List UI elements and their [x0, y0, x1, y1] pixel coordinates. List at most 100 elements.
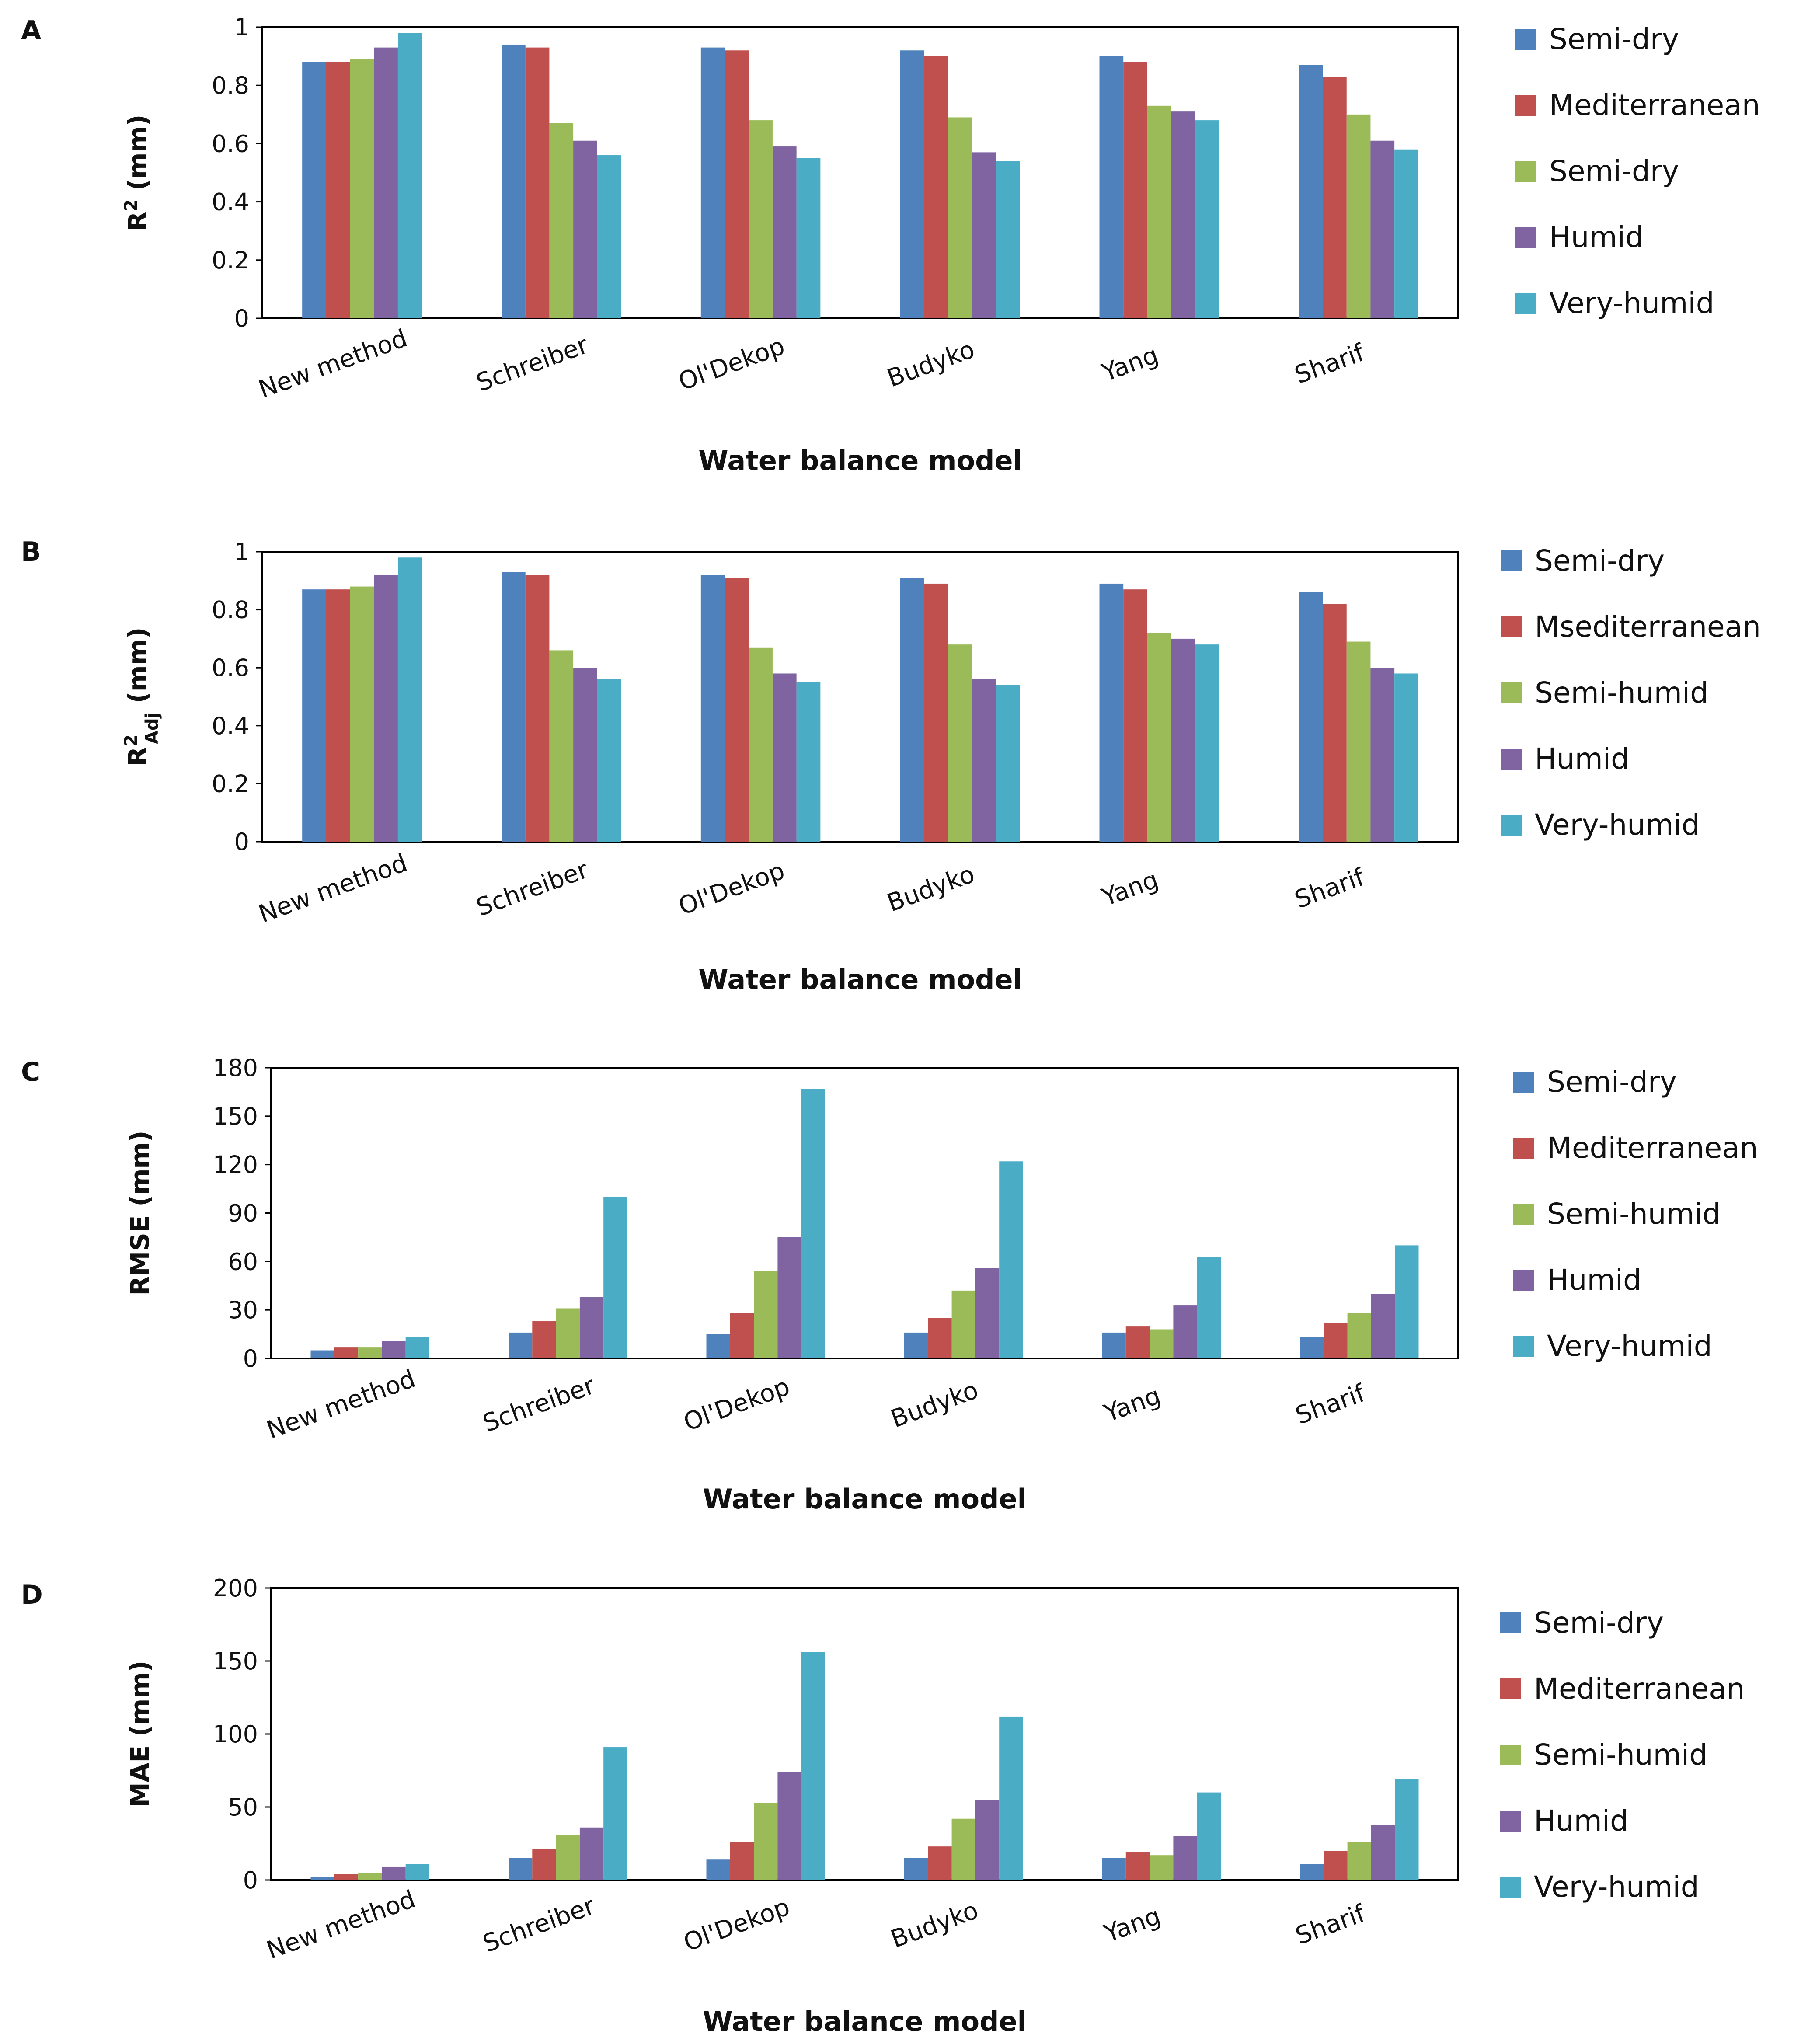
legend-swatch: [1500, 1612, 1521, 1633]
y-tick-label: 0.2: [212, 247, 249, 274]
bar-very-humid: [603, 1197, 627, 1358]
plot-area: [270, 1587, 1459, 1881]
y-tick-label: 1: [234, 538, 249, 566]
y-axis-title: R2Adj (mm): [121, 627, 162, 766]
bar-mediterranean: [532, 1849, 556, 1880]
bar-very-humid: [1197, 1257, 1221, 1358]
y-tick-label: 0: [243, 1866, 258, 1894]
legend-label: Msediterranean: [1535, 610, 1761, 644]
bar-mediterranean: [326, 62, 350, 319]
bar-mediterranean: [1125, 1326, 1150, 1358]
bar-humid: [975, 1268, 1000, 1358]
legend-swatch: [1501, 749, 1522, 770]
legend-label: Humid: [1535, 742, 1629, 776]
y-tick-label: 0.8: [212, 72, 249, 99]
bar-semi-humid: [754, 1271, 778, 1358]
bar-semi-dry: [904, 1332, 928, 1358]
bar-semi-dry: [302, 589, 326, 842]
legend-label: Mediterranean: [1549, 88, 1760, 122]
legend-label: Semi-humid: [1547, 1197, 1721, 1231]
bar-mediterranean: [1125, 1852, 1150, 1880]
legend-swatch: [1500, 1678, 1521, 1699]
legend-label: Very-humid: [1547, 1329, 1712, 1363]
legend-label: Mediterranean: [1534, 1672, 1745, 1706]
legend-swatch: [1515, 293, 1536, 314]
bar-semi-dry: [706, 1859, 730, 1880]
bar-very-humid: [999, 1161, 1023, 1358]
bar-very-humid: [1394, 673, 1418, 842]
panel-label: B: [21, 536, 41, 567]
bar-semi-dry: [1099, 583, 1124, 842]
bar-semi-dry: [302, 62, 326, 319]
bar-very-humid: [996, 685, 1020, 842]
bar-semi-humid: [1150, 1329, 1174, 1358]
bar-mediterranean: [1323, 77, 1347, 319]
bar-very-humid: [597, 679, 621, 842]
bar-very-humid: [1395, 1245, 1419, 1358]
bar-humid: [382, 1341, 406, 1358]
bar-mediterranean: [725, 50, 749, 318]
bar-very-humid: [796, 682, 821, 842]
bar-semi-dry: [700, 47, 725, 319]
bar-very-humid: [603, 1747, 627, 1880]
bar-semi-dry: [1300, 1864, 1324, 1880]
legend-label: Humid: [1547, 1263, 1641, 1297]
y-tick-label: 120: [213, 1151, 258, 1179]
bar-humid: [374, 575, 398, 842]
legend-label: Semi-humid: [1534, 1738, 1707, 1772]
legend-swatch: [1513, 1204, 1534, 1225]
bar-mediterranean: [928, 1318, 952, 1358]
legend-label: Semi-dry: [1534, 1606, 1664, 1640]
bar-humid: [777, 1772, 801, 1880]
bar-mediterranean: [334, 1347, 359, 1358]
bar-semi-humid: [358, 1873, 382, 1880]
y-tick-label: 0.4: [212, 188, 249, 216]
bar-very-humid: [405, 1864, 429, 1880]
bar-semi-dry: [900, 50, 924, 318]
bar-semi-humid: [556, 1308, 580, 1358]
bar-semi-dry: [706, 1334, 730, 1358]
bar-semi-dry: [509, 1858, 533, 1880]
y-tick-label: 100: [213, 1720, 258, 1748]
bar-mediterranean: [730, 1842, 754, 1880]
bar-semi-humid: [1347, 1313, 1371, 1358]
bar-humid: [573, 668, 597, 842]
bar-semi-humid: [749, 647, 773, 842]
bar-semi-humid: [1147, 633, 1171, 842]
y-tick-label: 0: [234, 305, 249, 332]
bar-mediterranean: [924, 56, 948, 319]
bar-humid: [777, 1237, 801, 1358]
panel-label: D: [21, 1580, 43, 1610]
bar-very-humid: [1197, 1792, 1221, 1880]
legend-swatch: [1501, 815, 1522, 836]
bar-very-humid: [1195, 644, 1219, 842]
legend-swatch: [1515, 29, 1536, 50]
legend-label: Very-humid: [1535, 808, 1700, 842]
bar-mediterranean: [334, 1874, 359, 1880]
y-tick-label: 200: [213, 1574, 258, 1602]
bar-humid: [1171, 111, 1195, 318]
legend-label: Semi-humid: [1535, 676, 1708, 710]
bar-semi-humid: [358, 1347, 382, 1358]
bar-humid: [1173, 1305, 1197, 1358]
legend-label: Humid: [1534, 1804, 1628, 1838]
bar-msediterranean: [525, 575, 550, 842]
bar-humid: [382, 1866, 406, 1880]
bar-semi-dry: [509, 1332, 533, 1358]
bar-semi-dry: [749, 120, 773, 318]
bar-semi-humid: [951, 1290, 975, 1358]
bar-msediterranean: [326, 589, 350, 842]
bar-semi-humid: [1347, 1842, 1371, 1880]
legend-swatch: [1515, 161, 1536, 182]
plot-area: [270, 1067, 1459, 1359]
bar-humid: [1173, 1836, 1197, 1880]
y-tick-label: 0.6: [212, 130, 249, 157]
bar-semi-dry: [310, 1877, 334, 1880]
legend-label: Semi-dry: [1549, 22, 1679, 56]
legend-label: Very-humid: [1534, 1870, 1699, 1904]
bar-semi-humid: [1346, 641, 1371, 842]
y-tick-label: 0: [234, 828, 249, 856]
legend-label: Semi-dry: [1535, 544, 1665, 578]
bar-humid: [772, 673, 797, 842]
bar-msediterranean: [924, 583, 948, 842]
